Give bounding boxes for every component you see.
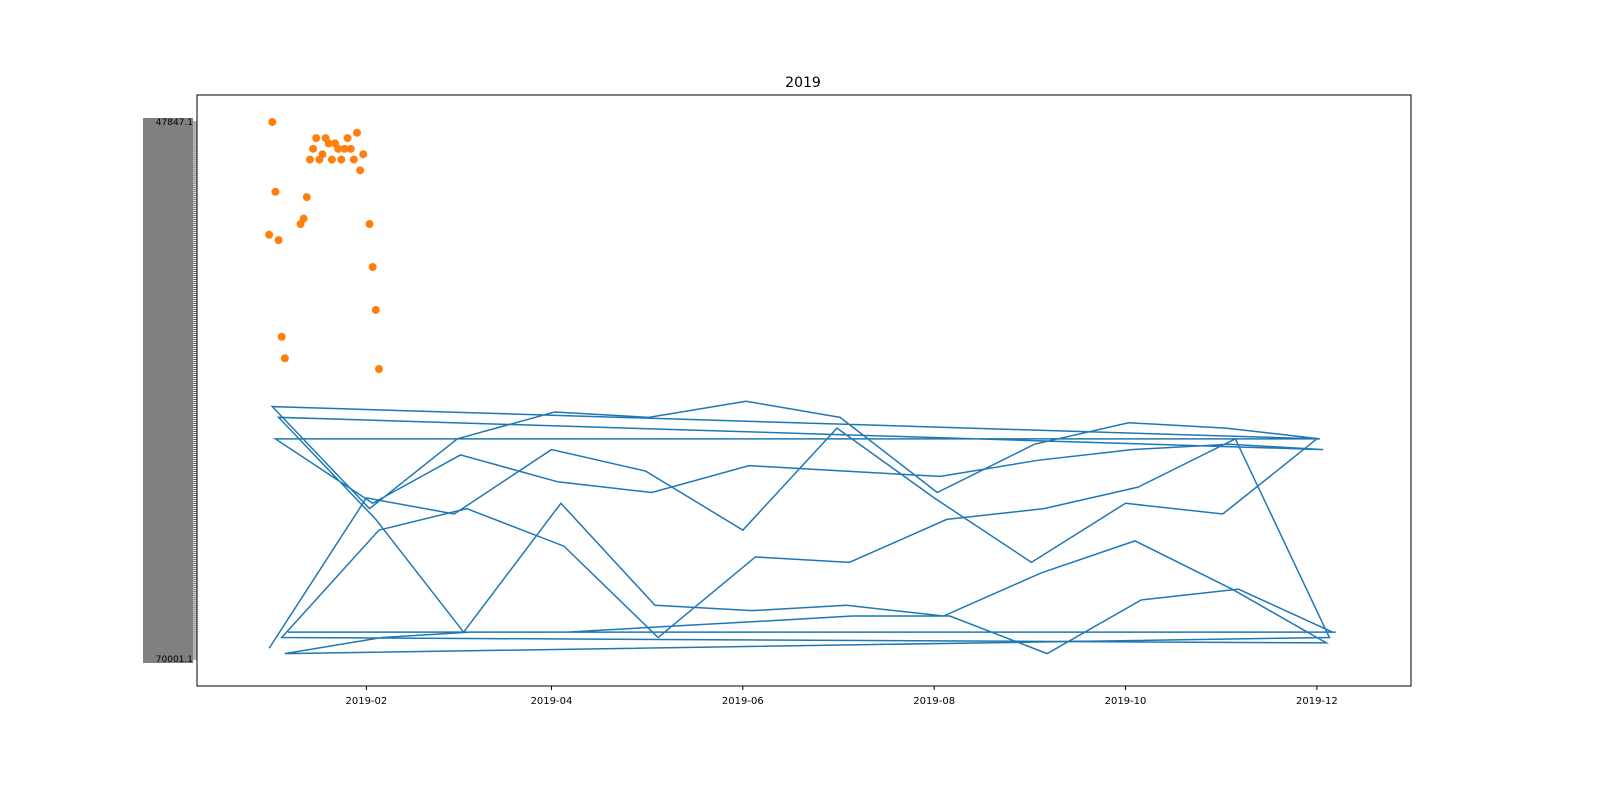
- scatter-point: [274, 236, 283, 245]
- scatter-point: [299, 214, 308, 223]
- scatter-point: [277, 332, 286, 341]
- x-tick-label: 2019-12: [1296, 696, 1338, 707]
- x-axis: 2019-02 2019-04 2019-06 2019-08 2019-10 2019-…: [345, 686, 1338, 707]
- series-layer: [265, 118, 1336, 655]
- x-tick-label: 2019-04: [531, 696, 573, 707]
- scatter-point: [327, 155, 336, 164]
- chart-title: 2019: [785, 75, 821, 91]
- scatter-point: [352, 128, 361, 137]
- scatter-point: [312, 134, 321, 143]
- scatter-point: [280, 354, 289, 363]
- y-tick-labels-overlap: [143, 118, 193, 663]
- scatter-point: [337, 155, 346, 164]
- scatter-point: [305, 155, 314, 164]
- scatter-point: [349, 155, 358, 164]
- x-tick-label: 2019-08: [913, 696, 955, 707]
- x-tick-label: 2019-06: [722, 696, 764, 707]
- y-tick-label: 70001.1: [156, 655, 193, 665]
- scatter-point: [302, 193, 311, 202]
- y-tick-label: 47847.1: [156, 118, 193, 128]
- scatter-point: [309, 144, 318, 153]
- scatter-point: [371, 305, 380, 314]
- scatter-point: [374, 365, 383, 374]
- scatter-point: [340, 144, 349, 153]
- scatter-point: [359, 150, 368, 159]
- x-tick-label: 2019-02: [345, 696, 387, 707]
- scatter-point: [265, 230, 274, 239]
- x-tick-label: 2019-10: [1105, 696, 1147, 707]
- scatter-point: [346, 144, 355, 153]
- scatter-point: [271, 187, 280, 196]
- y-axis: 47847.1 70001.1: [143, 118, 197, 665]
- scatter-point: [268, 118, 277, 126]
- scatter-point: [324, 139, 333, 148]
- scatter-point: [343, 134, 352, 143]
- scatter-point: [365, 220, 374, 229]
- scatter-point: [334, 144, 343, 153]
- scatter-point: [356, 166, 365, 175]
- scatter-point: [368, 262, 377, 271]
- scatter-point: [318, 150, 327, 159]
- plot-area: [196, 94, 1412, 687]
- line-series: [268, 400, 1336, 655]
